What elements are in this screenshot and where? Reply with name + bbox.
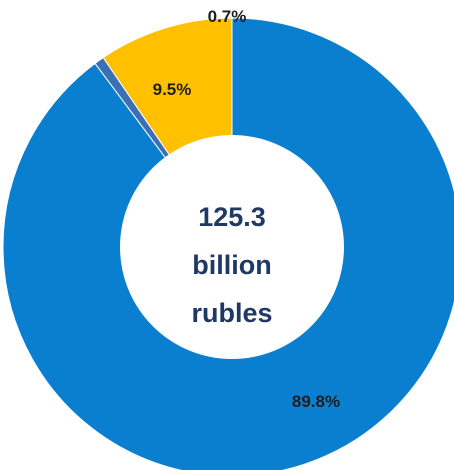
- slice-label-2: 9.5%: [153, 80, 192, 99]
- slice-label-1: 0.7%: [208, 7, 247, 26]
- center-text-line-2: billion: [192, 250, 271, 280]
- center-text-line-3: rubles: [191, 298, 272, 328]
- slice-labels: 89.8% 0.7% 9.5%: [153, 7, 340, 411]
- center-label: 125.3 billion rubles: [191, 202, 272, 328]
- donut-hole: [120, 135, 344, 359]
- center-text-line-1: 125.3: [198, 202, 266, 232]
- slice-label-0: 89.8%: [292, 392, 340, 411]
